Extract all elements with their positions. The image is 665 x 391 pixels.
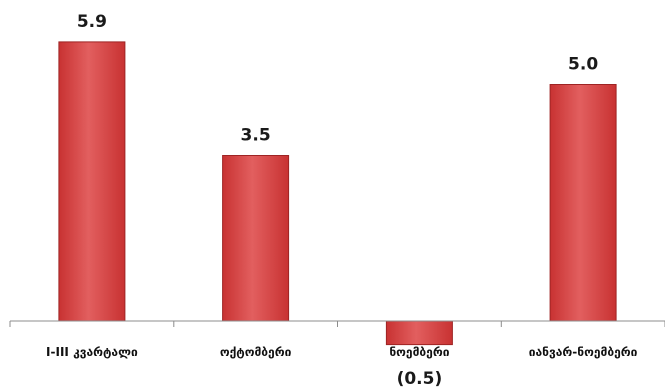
- category-label-1: I-III კვარტალი: [46, 345, 138, 359]
- category-label-3: ნოემბერი: [389, 345, 449, 359]
- bar-4: [549, 84, 617, 322]
- labels-layer: 5.9 I-III კვარტალი 3.5 ოქტომბერი (0.5) ნოემბე…: [46, 12, 638, 389]
- x-axis: [9, 320, 665, 327]
- category-label-4: იანვარ-ნოემბერი: [529, 345, 638, 359]
- data-label-3: (0.5): [397, 369, 443, 389]
- category-label-2: ოქტომბერი: [220, 345, 292, 359]
- bars-layer: [58, 41, 617, 346]
- data-label-2: 3.5: [241, 126, 271, 146]
- bar-2: [222, 155, 290, 322]
- bar-1: [58, 41, 126, 322]
- bar-3: [385, 320, 453, 346]
- data-label-1: 5.9: [77, 12, 107, 32]
- data-label-4: 5.0: [568, 55, 598, 75]
